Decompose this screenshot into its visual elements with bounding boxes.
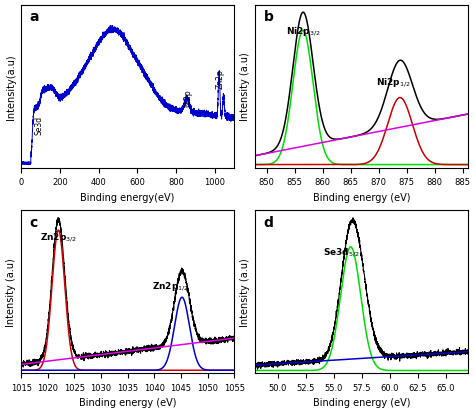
Text: Zn2p: Zn2p [215, 69, 224, 89]
Text: Ni2p$_{3/2}$: Ni2p$_{3/2}$ [286, 26, 321, 38]
Text: a: a [30, 10, 39, 24]
X-axis label: Binding energy (eV): Binding energy (eV) [79, 397, 176, 408]
Y-axis label: Intensity (a.u): Intensity (a.u) [6, 258, 16, 326]
Y-axis label: Intensity(a.u): Intensity(a.u) [6, 54, 16, 120]
Text: Zn2p$_{3/2}$: Zn2p$_{3/2}$ [40, 230, 77, 243]
X-axis label: Binding energy(eV): Binding energy(eV) [81, 192, 175, 202]
Y-axis label: Intensity (a.u): Intensity (a.u) [240, 258, 250, 326]
Text: Se3d$_{5/2}$: Se3d$_{5/2}$ [323, 245, 359, 258]
Y-axis label: Intensity (a.u): Intensity (a.u) [240, 52, 250, 121]
Text: b: b [264, 10, 273, 24]
Text: Ni2p$_{1/2}$: Ni2p$_{1/2}$ [376, 76, 410, 89]
Text: d: d [264, 216, 273, 230]
X-axis label: Binding energy (eV): Binding energy (eV) [313, 397, 410, 408]
Text: Ni2p: Ni2p [183, 90, 192, 107]
X-axis label: Binding energy (eV): Binding energy (eV) [313, 192, 410, 202]
Text: Zn2p$_{1/2}$: Zn2p$_{1/2}$ [152, 280, 189, 293]
Text: c: c [30, 216, 38, 230]
Text: Se3d: Se3d [34, 116, 43, 135]
